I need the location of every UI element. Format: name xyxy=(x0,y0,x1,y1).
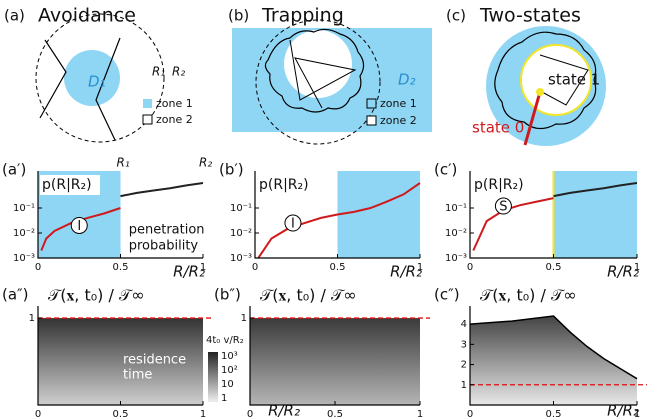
x-tick-label: 0 xyxy=(35,262,41,273)
annotation: time xyxy=(123,368,152,383)
x-tick-label: 0.5 xyxy=(330,262,346,273)
panel-title: Trapping xyxy=(261,5,344,27)
y-tick-label: 10⁻¹ xyxy=(445,203,467,214)
annotation: probability xyxy=(129,239,199,254)
x-tick-label: 0 xyxy=(247,409,253,419)
curve xyxy=(121,183,204,196)
y-tick-label: 10⁻³ xyxy=(230,253,252,264)
heatmap xyxy=(250,318,420,405)
colorbar-tick-label: 1 xyxy=(221,393,227,404)
radius-label: R₂ xyxy=(172,65,185,79)
radius-label: R₁ xyxy=(117,156,130,170)
x-axis-label: R/R₂ xyxy=(390,263,422,281)
panel-label: (b) xyxy=(228,7,249,25)
x-axis-label: R/R₂ xyxy=(173,263,205,281)
panel-title: 𝒯(𝐱, t₀) / 𝒯∞ xyxy=(260,286,357,305)
curve-marker-label: I xyxy=(77,219,81,234)
x-axis-label: R/R₂ xyxy=(607,402,639,419)
y-tick-label: 4 xyxy=(461,319,467,330)
colorbar-label: 4t₀ v/R₂ xyxy=(206,335,244,346)
y-axis-label: p(R|R₂) xyxy=(474,177,524,193)
legend-label: zone 2 xyxy=(380,114,417,127)
colorbar-tick-label: 10 xyxy=(221,379,234,390)
y-tick-label: 10⁻² xyxy=(445,228,467,239)
y-tick-label: 10⁻¹ xyxy=(230,203,252,214)
panel-label: (c) xyxy=(446,7,466,25)
y-tick-label: 3 xyxy=(461,339,467,350)
panel-label: (a″) xyxy=(2,286,29,304)
y-axis-label: p(R|R₂) xyxy=(259,177,309,193)
zone-1 xyxy=(338,171,421,258)
colorbar-tick-label: 10³ xyxy=(221,351,238,362)
annotation: penetration xyxy=(129,223,205,238)
domain-label: D₁ xyxy=(88,73,106,91)
panel-label: (a) xyxy=(4,7,25,25)
y-tick-label: 10⁻³ xyxy=(13,253,35,264)
x-tick-label: 1 xyxy=(200,409,206,419)
legend-label: zone 1 xyxy=(380,97,417,110)
y-tick-label: 1 xyxy=(29,313,35,324)
x-tick-label: 0.5 xyxy=(327,409,343,419)
x-tick-label: 0.5 xyxy=(546,262,562,273)
legend-label: zone 1 xyxy=(156,97,193,110)
colorbar xyxy=(208,352,218,402)
state-label: state 1 xyxy=(548,71,600,89)
panel-label: (b″) xyxy=(214,286,241,304)
y-tick-label: 10⁻² xyxy=(230,228,252,239)
y-tick-label: 2 xyxy=(461,360,467,371)
panel-label: (c′) xyxy=(434,161,457,179)
panel-title: 𝒯(𝐱, t₀) / 𝒯∞ xyxy=(480,286,577,305)
x-tick-label: 0.5 xyxy=(546,409,562,419)
panel-label: (c″) xyxy=(434,286,460,304)
x-tick-label: 1 xyxy=(417,409,423,419)
y-tick-label: 1 xyxy=(461,380,467,391)
y-tick-label: 10⁻³ xyxy=(445,253,467,264)
radius-label: R₂ xyxy=(199,156,212,170)
state-label: state 0 xyxy=(472,119,524,137)
legend-label: zone 2 xyxy=(156,113,193,126)
x-tick-label: 0 xyxy=(467,409,473,419)
curve-marker-label: I xyxy=(291,217,295,232)
area xyxy=(470,316,637,405)
radius-label: R₁ xyxy=(152,65,165,79)
annotation: residence xyxy=(123,353,186,368)
colorbar-tick-label: 10² xyxy=(221,365,238,376)
x-tick-label: 0 xyxy=(35,409,41,419)
panel-label: (b′) xyxy=(219,161,244,179)
figure: (a) Avoidance D₁ R₁ R₂ zone 1 zone 2 (b)… xyxy=(0,0,655,419)
y-tick-label: 10⁻¹ xyxy=(13,203,35,214)
x-tick-label: 0.5 xyxy=(113,262,129,273)
domain-label: D₂ xyxy=(398,71,416,89)
panel-title: Two-states xyxy=(479,5,581,27)
y-tick-label: 1 xyxy=(241,313,247,324)
x-axis-label: R/R₂ xyxy=(607,263,639,281)
panel-title: Avoidance xyxy=(38,5,136,27)
panel-label: (a′) xyxy=(2,161,26,179)
x-tick-label: 0 xyxy=(467,262,473,273)
y-tick-label: 10⁻² xyxy=(13,228,35,239)
x-tick-label: 0 xyxy=(252,262,258,273)
y-axis-label: p(R|R₂) xyxy=(42,177,92,193)
panel-title: 𝒯(𝐱, t₀) / 𝒯∞ xyxy=(48,286,145,305)
curve-marker-label: S xyxy=(499,200,507,215)
curve xyxy=(473,198,553,250)
x-tick-label: 0.5 xyxy=(113,409,129,419)
